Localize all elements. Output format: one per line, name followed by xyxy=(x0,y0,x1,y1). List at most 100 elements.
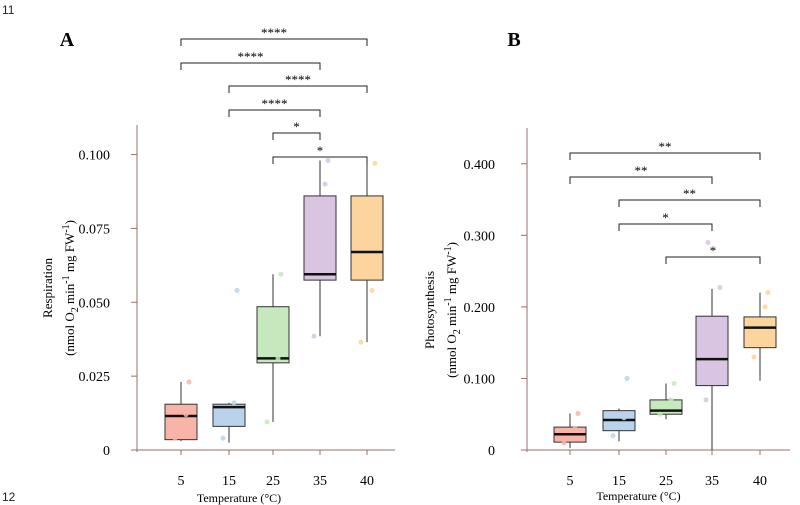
data-point xyxy=(220,435,226,441)
data-point xyxy=(703,397,709,403)
panel-a: A 0 0.025 0.050 0.075 0.100 5 15 25 35 40 Temperatu… xyxy=(40,25,395,505)
y-axis-label-line2: (nmol O2 min-1 mg FW-1) xyxy=(61,220,81,356)
box-25 xyxy=(256,271,290,425)
y-tick-label: 0 xyxy=(488,444,495,459)
data-point xyxy=(372,160,378,166)
data-point xyxy=(575,411,581,417)
data-point xyxy=(762,304,768,310)
significance-label: * xyxy=(317,143,324,158)
data-point xyxy=(624,375,630,381)
x-tick-label: 25 xyxy=(659,474,673,489)
data-point xyxy=(325,157,331,163)
box-35 xyxy=(695,239,729,450)
bracket-line xyxy=(569,152,761,160)
data-point xyxy=(275,355,281,361)
significance-bracket: **** xyxy=(180,49,321,70)
data-point xyxy=(621,415,627,421)
iqr-box xyxy=(303,195,337,281)
y-tick-label: 0.400 xyxy=(464,158,496,173)
data-point xyxy=(322,181,328,187)
data-point xyxy=(657,411,663,417)
x-tick-label: 40 xyxy=(753,474,767,489)
bracket-line xyxy=(618,199,761,207)
significance-bracket: * xyxy=(272,143,368,164)
data-point xyxy=(705,239,711,245)
box-15 xyxy=(602,375,636,442)
significance-bracket: * xyxy=(618,210,713,231)
x-tick-label: 15 xyxy=(222,474,236,489)
bracket-line xyxy=(272,156,368,164)
panel-b: B 0 0.100 0.200 0.300 0.400 5 15 25 35 40 Temperatu… xyxy=(422,29,790,503)
significance-bracket: * xyxy=(272,119,321,140)
data-point xyxy=(717,285,723,291)
significance-label: ** xyxy=(683,186,696,201)
data-point xyxy=(561,440,567,446)
data-point xyxy=(572,426,578,432)
x-tick-label: 40 xyxy=(360,474,374,489)
x-tick-label: 35 xyxy=(313,474,327,489)
data-point xyxy=(751,354,757,360)
x-tick-label: 25 xyxy=(266,474,280,489)
data-point xyxy=(610,433,616,439)
iqr-box xyxy=(743,316,777,349)
iqr-box xyxy=(256,306,290,364)
significance-bracket: * xyxy=(665,243,761,264)
data-point xyxy=(668,397,674,403)
data-point xyxy=(671,380,677,386)
iqr-box xyxy=(212,403,246,427)
significance-label: * xyxy=(662,210,669,225)
box-40 xyxy=(743,290,777,381)
data-point xyxy=(369,287,375,293)
significance-bracket: **** xyxy=(228,72,368,93)
iqr-box xyxy=(695,315,729,387)
y-tick-label: 0.075 xyxy=(79,222,111,237)
bracket-line xyxy=(180,62,321,70)
y-tick-label: 0 xyxy=(103,444,110,459)
iqr-box xyxy=(649,399,683,415)
box-25 xyxy=(649,380,683,420)
y-tick-label: 0.100 xyxy=(79,149,111,164)
data-point xyxy=(231,400,237,406)
significance-label: ** xyxy=(659,139,672,154)
significance-bracket: ** xyxy=(569,139,761,160)
data-point xyxy=(278,271,284,277)
panel-label: B xyxy=(507,29,520,51)
data-point xyxy=(234,287,240,293)
x-axis-label: Temperature (°C) xyxy=(596,489,680,503)
line-number-bottom: 12 xyxy=(2,490,16,504)
box-5 xyxy=(553,411,587,448)
bracket-line xyxy=(228,109,321,117)
x-tick-label: 5 xyxy=(178,474,185,489)
y-axis-label-line2: (nmol O2 min-1 mg FW-1) xyxy=(443,242,463,378)
iqr-box xyxy=(350,195,384,281)
significance-label: **** xyxy=(262,96,288,111)
y-tick-label: 0.200 xyxy=(464,301,496,316)
box-35 xyxy=(303,157,337,339)
line-number-top: 11 xyxy=(2,3,15,17)
data-point xyxy=(264,419,270,425)
significance-label: * xyxy=(293,119,300,134)
y-axis-label-line1: Respiration xyxy=(40,258,55,318)
significance-bracket: **** xyxy=(180,25,368,46)
data-point xyxy=(183,412,189,418)
significance-label: * xyxy=(710,243,717,258)
significance-bracket: ** xyxy=(618,186,761,207)
x-tick-label: 35 xyxy=(705,474,719,489)
significance-label: ** xyxy=(635,163,648,178)
y-tick-label: 0.100 xyxy=(464,372,496,387)
bracket-line xyxy=(228,85,368,93)
x-axis-label: Temperature (°C) xyxy=(197,491,281,505)
panel-label: A xyxy=(60,29,75,51)
significance-bracket: ** xyxy=(569,163,713,184)
significance-label: **** xyxy=(285,72,311,87)
data-point xyxy=(765,290,771,296)
box-15 xyxy=(212,287,246,443)
iqr-box xyxy=(164,403,198,441)
y-tick-label: 0.300 xyxy=(464,229,496,244)
x-tick-label: 15 xyxy=(612,474,626,489)
box-5 xyxy=(164,379,198,442)
data-point xyxy=(358,339,364,345)
significance-bracket: **** xyxy=(228,96,321,117)
data-point xyxy=(311,333,317,339)
